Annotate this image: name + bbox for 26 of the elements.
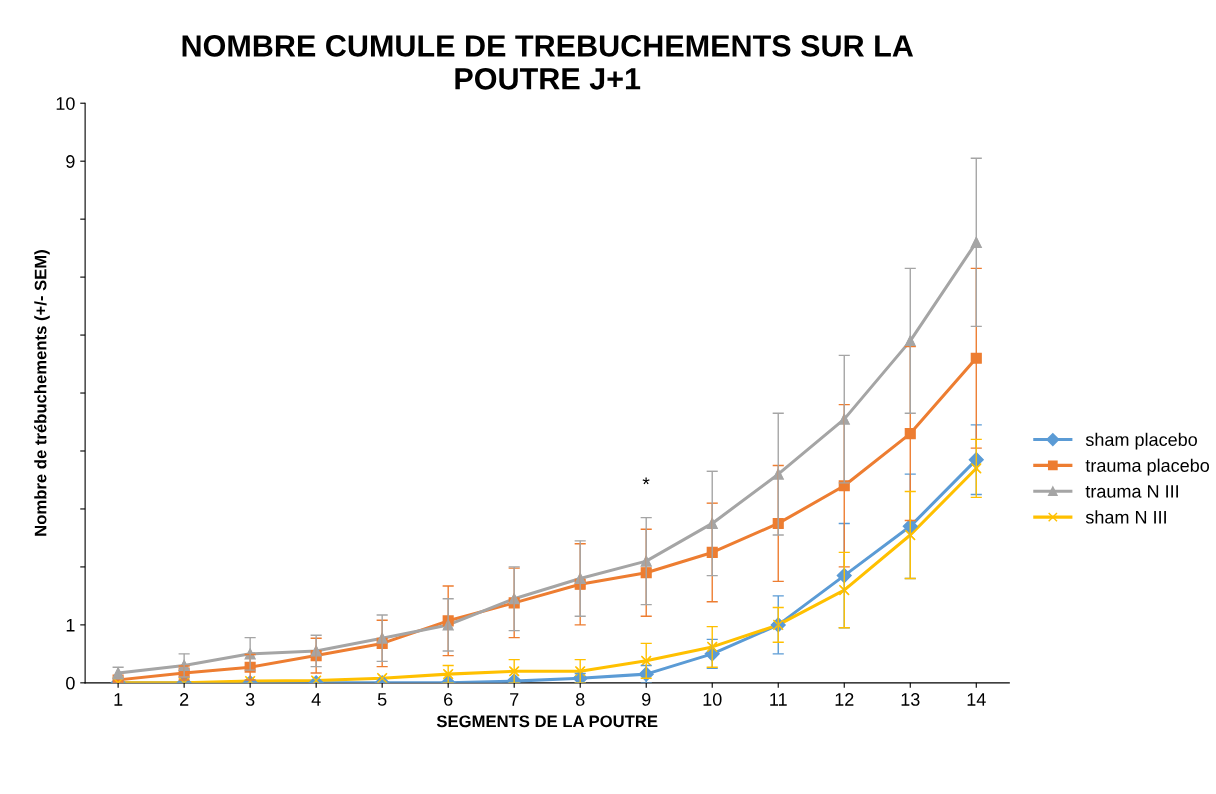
legend-label: trauma placebo (1085, 458, 1210, 476)
x-tick-label: 4 (311, 693, 321, 706)
x-tick-label: 11 (770, 693, 787, 706)
x-tick-label: 3 (245, 693, 255, 706)
legend-label: sham placebo (1085, 432, 1197, 450)
x-axis-title: SEGMENTS DE LA POUTRE (436, 715, 658, 728)
x-tick-label: 1 (114, 693, 123, 706)
y-tick-label: 9 (66, 155, 75, 168)
x-tick-label: 12 (835, 693, 854, 706)
x-tick-label: 2 (180, 693, 189, 706)
x-tick-label: 7 (510, 693, 519, 706)
x-tick-label: 9 (642, 693, 651, 706)
y-tick-label: 10 (56, 97, 75, 110)
legend-label: sham N III (1085, 510, 1166, 524)
x-tick-label: 14 (967, 693, 986, 706)
y-tick-label: 1 (66, 619, 75, 632)
y-axis-title: Nombre de trébuchements (+/- SEM) (34, 250, 50, 536)
x-tick-label: 5 (377, 693, 387, 706)
x-tick-label: 10 (703, 693, 722, 706)
x-tick-label: 6 (444, 693, 453, 706)
chart-title: NOMBRE CUMULE DE TREBUCHEMENTS SUR LA POUTRE J+1 (182, 35, 914, 90)
x-tick-label: 8 (575, 693, 585, 706)
y-tick-label: 0 (66, 676, 75, 690)
legend-label: trauma N III (1085, 485, 1178, 498)
annotation: * (642, 477, 650, 485)
x-tick-label: 13 (901, 693, 920, 706)
